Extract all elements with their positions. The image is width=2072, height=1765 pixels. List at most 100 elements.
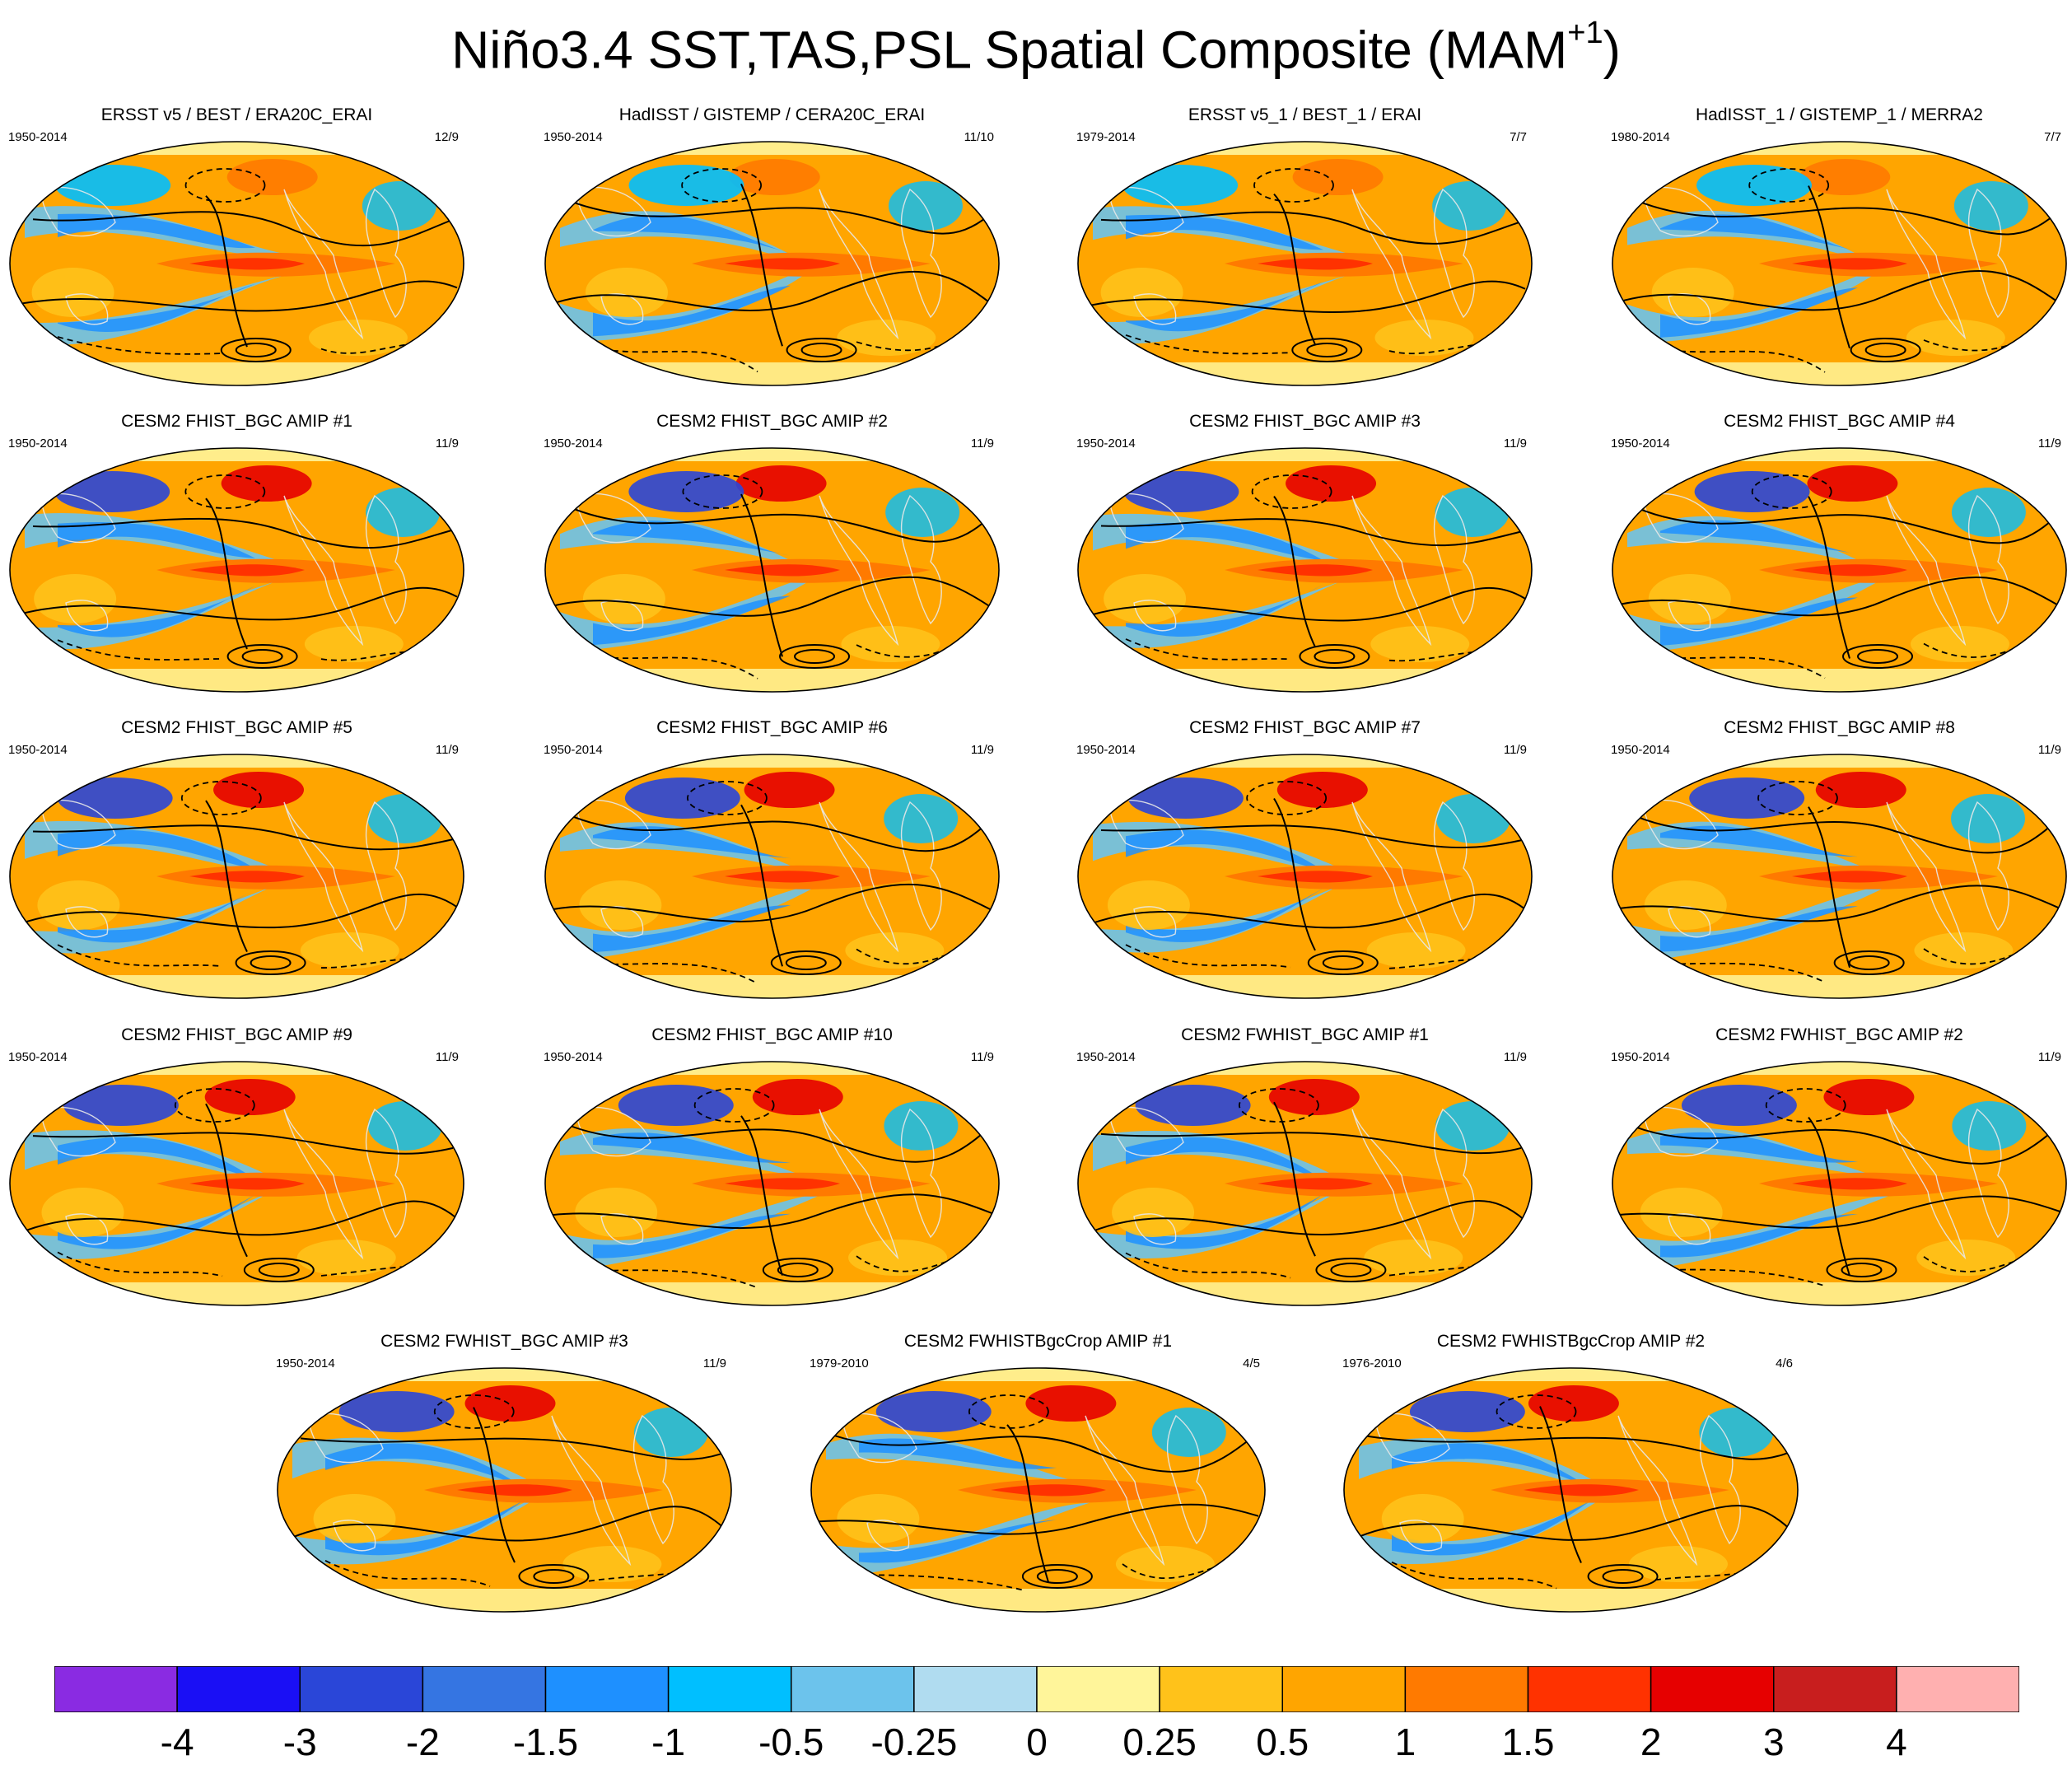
panel-event-count: 4/6 — [1776, 1356, 1793, 1370]
panel-event-count: 11/9 — [435, 1050, 459, 1064]
robinson-map — [810, 1367, 1266, 1613]
colorbar-swatch — [1404, 1666, 1529, 1712]
panel-years: 1950-2014 — [8, 743, 68, 757]
coastlines — [40, 1106, 407, 1260]
panel-title: CESM2 FHIST_BGC AMIP #5 — [121, 718, 352, 737]
colorbar-swatch — [422, 1666, 547, 1712]
panel-title: HadISST_1 / GISTEMP_1 / MERRA2 — [1696, 105, 1983, 124]
panel-event-count: 11/9 — [435, 743, 459, 757]
map-panel: CESM2 FWHIST_BGC AMIP #1 1950-2014 11/9 — [1076, 1025, 1533, 1307]
colorbar-tick-label: -3 — [282, 1721, 317, 1763]
panel-event-count: 11/9 — [1503, 437, 1527, 451]
panel-years: 1950-2014 — [1611, 437, 1670, 451]
map-border — [810, 1367, 1266, 1613]
robinson-map — [1612, 141, 2067, 386]
map-field — [1078, 448, 1532, 692]
map-field — [1612, 754, 2066, 998]
psl-contours — [1084, 496, 1526, 669]
panel-event-count: 11/9 — [2037, 743, 2061, 757]
map-panel: CESM2 FHIST_BGC AMIP #10 1950-2014 11/9 — [544, 1025, 1001, 1307]
panel-event-count: 11/10 — [964, 130, 994, 144]
map-field — [1612, 1062, 2066, 1305]
map-panel: CESM2 FWHISTBgcCrop AMIP #1 1979-2010 4/5 — [810, 1332, 1267, 1613]
robinson-map — [1077, 754, 1533, 999]
colorbar-tick-label: -0.5 — [758, 1721, 824, 1763]
panel-event-count: 11/9 — [970, 1050, 994, 1064]
robinson-map — [9, 754, 464, 999]
panel-title: CESM2 FHIST_BGC AMIP #8 — [1724, 718, 1955, 737]
coastlines — [1108, 493, 1475, 647]
colorbar-tick-label: 0 — [1026, 1721, 1048, 1763]
robinson-map — [9, 1061, 464, 1306]
map-panel: CESM2 FHIST_BGC AMIP #8 1950-2014 11/9 — [1611, 718, 2068, 1000]
colorbar-tick-label: 3 — [1762, 1721, 1785, 1763]
map-panel: CESM2 FHIST_BGC AMIP #4 1950-2014 11/9 — [1611, 412, 2068, 693]
map-border — [1612, 754, 2067, 999]
colorbar-swatch — [791, 1666, 915, 1712]
coastlines — [1643, 493, 2009, 647]
map-border — [544, 754, 1000, 999]
panel-years: 1950-2014 — [1076, 437, 1136, 451]
panel-event-count: 11/9 — [435, 437, 459, 451]
robinson-map — [9, 447, 464, 693]
colorbar-tick-label: -2 — [405, 1721, 440, 1763]
colorbar-tick-label: 2 — [1640, 1721, 1662, 1763]
panel-title: CESM2 FHIST_BGC AMIP #3 — [1189, 412, 1421, 431]
map-border — [1077, 141, 1533, 386]
map-field — [10, 448, 464, 692]
colorbar-tick-label: -0.25 — [870, 1721, 958, 1763]
map-panel: CESM2 FHIST_BGC AMIP #1 1950-2014 11/9 — [8, 412, 465, 693]
map-border — [544, 141, 1000, 386]
psl-contours — [551, 804, 993, 975]
colorbar-tick-label: -1.5 — [512, 1721, 579, 1763]
map-panel: CESM2 FHIST_BGC AMIP #9 1950-2014 11/9 — [8, 1025, 465, 1307]
panel-years: 1950-2014 — [1076, 743, 1136, 757]
panel-event-count: 12/9 — [434, 130, 459, 144]
coastlines — [1374, 1412, 1741, 1567]
coastlines — [1643, 186, 2009, 340]
panel-years: 1979-2014 — [1076, 130, 1136, 144]
map-field — [1078, 142, 1532, 385]
robinson-map — [544, 1061, 1000, 1306]
robinson-map — [544, 141, 1000, 386]
map-panel: CESM2 FWHIST_BGC AMIP #2 1950-2014 11/9 — [1611, 1025, 2068, 1307]
colorbar — [54, 1666, 2019, 1712]
colorbar-tick-label: -1 — [651, 1721, 686, 1763]
panel-title: CESM2 FHIST_BGC AMIP #6 — [656, 718, 888, 737]
psl-contours — [1618, 496, 2060, 669]
psl-negative-contours — [1659, 168, 2040, 373]
map-border — [544, 1061, 1000, 1306]
map-panel: CESM2 FWHIST_BGC AMIP #3 1950-2014 11/9 — [276, 1332, 733, 1613]
panel-event-count: 11/9 — [970, 743, 994, 757]
map-panel: CESM2 FHIST_BGC AMIP #3 1950-2014 11/9 — [1076, 412, 1533, 693]
psl-negative-contours — [57, 168, 437, 355]
panel-title: HadISST / GISTEMP / CERA20C_ERAI — [618, 105, 926, 124]
map-field — [545, 142, 999, 385]
panel-years: 1950-2014 — [1611, 1050, 1670, 1064]
psl-contours — [1618, 806, 2060, 975]
panel-years: 1950-2014 — [276, 1356, 335, 1370]
panel-event-count: 11/9 — [702, 1356, 726, 1370]
panel-title: CESM2 FHIST_BGC AMIP #4 — [1724, 412, 1955, 431]
map-border — [1612, 141, 2067, 386]
colorbar-swatch — [1159, 1666, 1283, 1712]
psl-contours — [551, 183, 993, 362]
panel-event-count: 11/9 — [1503, 1050, 1527, 1064]
panel-years: 1980-2014 — [1611, 130, 1670, 144]
robinson-map — [9, 141, 464, 386]
map-border — [9, 1061, 464, 1306]
map-border — [9, 754, 464, 999]
panel-years: 1976-2010 — [1342, 1356, 1402, 1370]
map-border — [1077, 447, 1533, 693]
coastlines — [576, 186, 942, 340]
coastlines — [1643, 1106, 2009, 1260]
coastlines — [576, 799, 942, 953]
map-border — [1612, 1061, 2067, 1306]
robinson-map — [544, 447, 1000, 693]
colorbar-swatch — [1036, 1666, 1160, 1712]
map-panel: CESM2 FHIST_BGC AMIP #2 1950-2014 11/9 — [544, 412, 1001, 693]
colorbar-swatch — [1527, 1666, 1652, 1712]
robinson-map — [1612, 447, 2067, 693]
figure-title-text: Niño3.4 SST,TAS,PSL Spatial Composite (M… — [451, 20, 1568, 80]
psl-contours — [16, 1103, 458, 1282]
